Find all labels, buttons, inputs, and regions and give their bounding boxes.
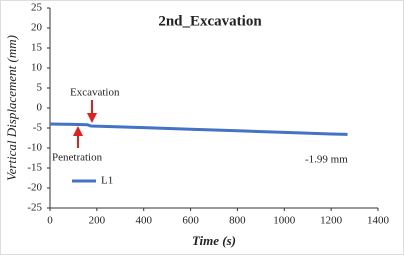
y-tick-label: -20 bbox=[27, 182, 42, 194]
y-tick-label: 0 bbox=[37, 102, 43, 114]
x-tick-label: 1000 bbox=[273, 215, 296, 227]
x-tick-label: 800 bbox=[229, 215, 246, 227]
y-tick-label: 15 bbox=[31, 42, 43, 54]
annotation: Penetration bbox=[52, 152, 103, 164]
x-tick-label: 0 bbox=[47, 215, 53, 227]
x-axis-label: Time (s) bbox=[192, 233, 236, 248]
y-tick-label: -15 bbox=[27, 162, 42, 174]
y-tick-label: 10 bbox=[31, 62, 43, 74]
legend-label: L1 bbox=[101, 175, 113, 187]
y-tick-label: -10 bbox=[27, 142, 42, 154]
y-tick-label: 5 bbox=[37, 82, 43, 94]
chart-title: 2nd_Excavation bbox=[158, 13, 262, 29]
x-tick-label: 600 bbox=[182, 215, 199, 227]
x-tick-label: 1400 bbox=[367, 215, 390, 227]
y-axis-label: Vertical Displacement (mm) bbox=[4, 35, 19, 181]
x-tick-label: 200 bbox=[89, 215, 106, 227]
y-tick-label: -25 bbox=[27, 202, 42, 214]
y-tick-label: 25 bbox=[31, 2, 43, 14]
data-line bbox=[49, 122, 348, 136]
y-tick-label: -5 bbox=[33, 122, 43, 134]
x-tick-label: 400 bbox=[135, 215, 152, 227]
y-tick-label: 20 bbox=[31, 22, 43, 34]
x-tick-label: 1200 bbox=[320, 215, 343, 227]
annotation: Excavation bbox=[70, 87, 120, 99]
annotation: -1.99 mm bbox=[305, 154, 348, 166]
